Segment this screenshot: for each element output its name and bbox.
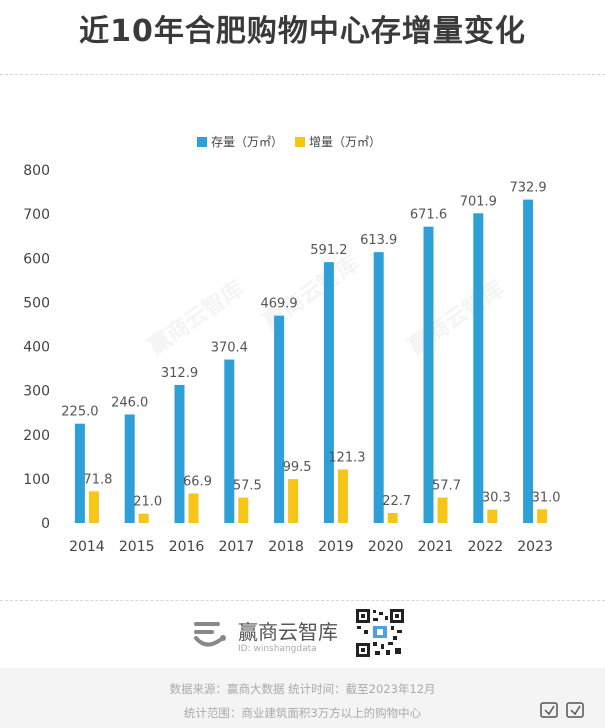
legend-swatch [197,137,207,147]
bars [74,199,548,523]
footer-band [0,668,605,728]
x-tick-label: 2023 [517,539,553,555]
y-axis: 0 100 200 300 400 500 600 700 800 [23,163,50,532]
y-tick-label: 400 [23,340,50,356]
bottom-divider [0,600,605,601]
data-label: 99.5 [283,460,312,475]
bar [238,497,249,523]
data-label: 22.7 [382,494,411,509]
bar [437,497,448,523]
data-label: 701.9 [460,194,497,209]
top-divider [0,74,605,75]
x-tick-label: 2017 [218,539,254,555]
y-tick-label: 700 [23,207,50,223]
bar-chart: 存量（万㎡） 增量（万㎡） 0 100 200 300 400 500 600 700 800 2… [23,135,560,555]
data-label: 246.0 [111,395,148,410]
y-tick-label: 500 [23,295,50,311]
data-label: 66.9 [183,474,212,489]
data-label: 30.3 [482,491,511,506]
legend-label: 增量（万㎡） [309,135,381,149]
brand-id: ID: winshangdata [238,644,317,654]
data-source-note: 数据来源：赢商大数据 统计时间：截至2023年12月 [169,682,436,696]
data-label: 71.8 [83,472,112,487]
chart-title: 近10年合肥购物中心存增量变化 [79,14,526,49]
data-label: 57.7 [432,479,461,494]
scope-note: 统计范围：商业建筑面积3万方以上的购物中心 [183,706,422,720]
data-label: 469.9 [260,297,297,312]
qr-code-icon [355,608,405,658]
brand-logo-icon [194,622,226,647]
bar [288,479,299,523]
x-tick-label: 2021 [418,539,454,555]
x-tick-label: 2020 [368,539,404,555]
x-tick-label: 2022 [467,539,503,555]
bar [387,512,398,523]
bar [138,513,149,523]
data-label: 591.2 [310,243,347,258]
y-tick-label: 0 [41,516,50,532]
brand-block: 赢商云智库 ID: winshangdata [192,610,432,660]
data-label: 613.9 [360,233,397,248]
bar [337,469,348,523]
y-tick-label: 600 [23,251,50,267]
x-axis: 2014 2015 2016 2017 2018 2019 2020 2021 2022 2023 [69,539,553,555]
data-label: 312.9 [161,366,198,381]
data-labels: 225.0 71.8 246.0 21.0 312.9 66.9 370.4 57.5 469.… [61,181,560,510]
x-tick-label: 2014 [69,539,105,555]
x-tick-label: 2015 [119,539,155,555]
bar [88,491,99,523]
x-tick-label: 2018 [268,539,304,555]
brand-name: 赢商云智库 [238,620,338,644]
x-tick-label: 2016 [169,539,205,555]
data-label: 31.0 [532,490,561,505]
y-tick-label: 800 [23,163,50,179]
y-tick-label: 100 [23,472,50,488]
y-tick-label: 300 [23,384,50,400]
data-label: 732.9 [509,181,546,196]
bar [224,359,235,523]
bar [74,423,85,523]
bar [188,493,199,523]
bar [274,315,285,523]
bar [473,213,484,523]
chart-legend: 存量（万㎡） 增量（万㎡） [197,135,381,149]
legend-swatch [295,137,305,147]
bar [174,384,185,523]
bar [323,262,334,523]
data-label: 121.3 [328,450,365,465]
data-label: 370.4 [211,341,248,356]
bar [523,199,534,523]
data-label: 225.0 [61,405,98,420]
bar [124,414,135,523]
y-tick-label: 200 [23,428,50,444]
bar [373,252,384,523]
x-tick-label: 2019 [318,539,354,555]
legend-label: 存量（万㎡） [211,135,283,149]
bar [537,509,548,523]
bar [423,226,434,523]
bar [487,509,498,523]
data-label: 57.5 [233,479,262,494]
footer-action-icons[interactable] [539,700,587,720]
data-label: 671.6 [410,208,447,223]
data-label: 21.0 [133,495,162,510]
